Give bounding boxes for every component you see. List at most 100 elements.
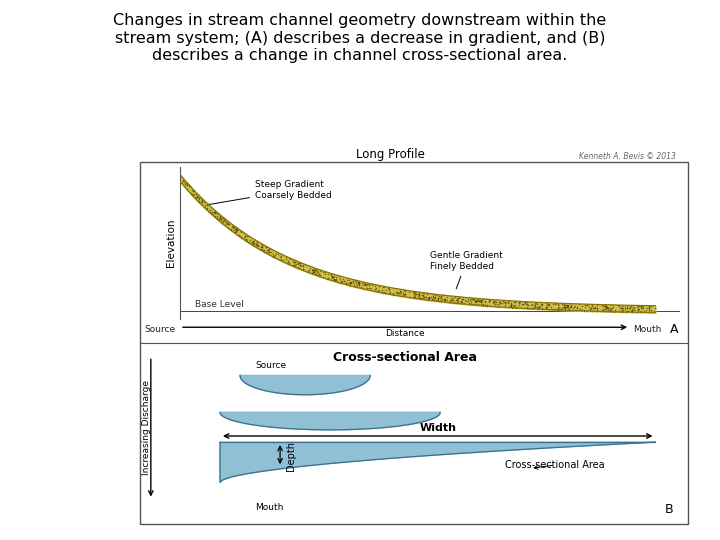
Point — [251, 241, 262, 250]
Point — [440, 295, 451, 303]
Point — [621, 306, 632, 315]
Point — [312, 267, 323, 276]
Point — [341, 280, 352, 288]
Point — [392, 289, 404, 298]
Point — [504, 302, 516, 310]
Point — [474, 295, 486, 304]
Point — [321, 274, 333, 283]
Point — [370, 287, 382, 296]
Point — [345, 279, 356, 288]
Point — [228, 226, 240, 234]
Point — [289, 258, 301, 267]
Point — [405, 292, 416, 301]
Point — [469, 296, 481, 305]
Text: Width: Width — [419, 423, 456, 433]
Point — [456, 294, 467, 303]
Point — [585, 305, 596, 314]
Point — [287, 258, 299, 266]
Point — [358, 279, 369, 288]
Point — [498, 298, 510, 306]
Point — [451, 298, 463, 307]
Point — [553, 304, 564, 313]
Point — [185, 189, 197, 198]
Point — [534, 301, 546, 310]
Point — [575, 305, 586, 314]
Point — [459, 299, 470, 307]
Point — [213, 215, 225, 224]
Point — [552, 304, 563, 313]
Point — [247, 237, 258, 245]
Point — [503, 299, 514, 308]
Point — [413, 291, 425, 299]
Point — [359, 279, 370, 288]
Point — [308, 266, 320, 274]
Point — [336, 277, 348, 286]
Point — [518, 300, 529, 308]
Point — [532, 303, 544, 312]
Point — [643, 307, 654, 316]
Point — [490, 298, 502, 306]
Point — [383, 284, 395, 293]
Point — [549, 305, 561, 313]
Point — [327, 272, 338, 280]
Point — [631, 306, 643, 315]
Point — [364, 281, 375, 289]
Point — [293, 258, 305, 267]
Point — [246, 238, 258, 247]
Point — [417, 293, 428, 302]
Point — [528, 303, 539, 312]
Point — [436, 294, 448, 303]
Point — [186, 185, 197, 194]
Point — [465, 295, 477, 303]
Point — [510, 303, 522, 312]
Point — [428, 294, 439, 302]
Point — [494, 298, 505, 307]
Point — [589, 303, 600, 312]
Point — [372, 286, 383, 295]
Point — [353, 281, 364, 289]
Point — [297, 265, 309, 274]
Point — [576, 301, 588, 310]
Point — [287, 261, 299, 269]
Point — [605, 304, 616, 313]
Point — [421, 290, 433, 299]
Point — [505, 302, 517, 310]
Point — [464, 299, 475, 308]
Point — [427, 290, 438, 299]
Point — [559, 301, 571, 309]
Point — [395, 288, 407, 296]
Point — [258, 246, 270, 254]
Point — [354, 279, 365, 288]
Point — [435, 296, 446, 305]
Point — [453, 293, 464, 302]
Point — [182, 180, 194, 188]
Point — [239, 232, 251, 240]
Point — [294, 259, 306, 268]
Point — [473, 297, 485, 306]
Point — [338, 276, 350, 285]
Point — [363, 280, 374, 288]
Point — [373, 282, 384, 291]
Point — [176, 178, 188, 187]
Point — [228, 222, 239, 231]
Point — [409, 288, 420, 296]
Point — [472, 295, 483, 303]
Point — [493, 298, 505, 306]
Point — [423, 293, 435, 302]
Point — [624, 303, 636, 312]
Point — [297, 262, 309, 271]
Point — [307, 267, 319, 276]
Text: Kenneth A. Bevis © 2013: Kenneth A. Bevis © 2013 — [579, 152, 675, 161]
Point — [587, 303, 598, 312]
Point — [413, 288, 425, 297]
Point — [454, 299, 466, 307]
Point — [202, 203, 213, 212]
Point — [240, 232, 252, 240]
Point — [411, 289, 423, 298]
Point — [292, 259, 303, 268]
Point — [400, 290, 411, 299]
Point — [643, 305, 654, 314]
Point — [345, 279, 356, 287]
Point — [605, 307, 616, 316]
Point — [380, 286, 392, 294]
